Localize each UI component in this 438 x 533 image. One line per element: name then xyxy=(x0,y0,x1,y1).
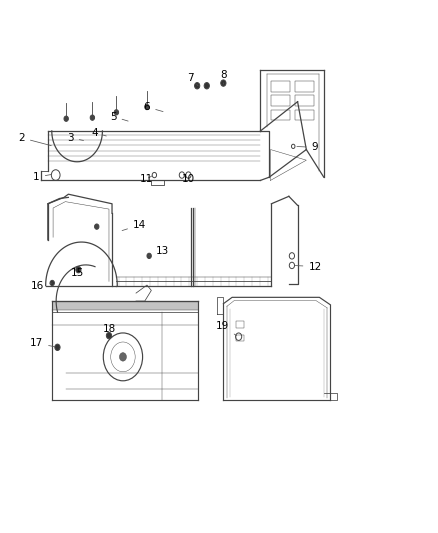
Circle shape xyxy=(147,253,151,259)
Circle shape xyxy=(194,83,200,89)
Bar xyxy=(52,301,198,310)
Text: 11: 11 xyxy=(139,174,153,184)
Circle shape xyxy=(204,83,209,89)
Circle shape xyxy=(50,280,54,286)
Bar xyxy=(294,110,314,120)
Circle shape xyxy=(120,353,127,361)
Bar xyxy=(236,321,244,328)
Bar xyxy=(271,110,290,120)
Circle shape xyxy=(95,224,99,229)
Text: 14: 14 xyxy=(122,220,146,231)
Text: 18: 18 xyxy=(102,324,116,334)
Text: 7: 7 xyxy=(187,73,198,86)
Text: 13: 13 xyxy=(149,246,169,256)
Circle shape xyxy=(55,344,60,351)
Bar xyxy=(271,81,290,92)
Text: 10: 10 xyxy=(182,174,195,184)
Circle shape xyxy=(106,333,112,339)
Text: 19: 19 xyxy=(216,321,237,336)
Text: 6: 6 xyxy=(144,102,163,112)
Text: 4: 4 xyxy=(91,127,106,138)
Bar xyxy=(294,95,314,106)
Circle shape xyxy=(64,116,68,122)
Text: 16: 16 xyxy=(31,281,52,290)
Text: 9: 9 xyxy=(297,142,318,152)
Text: 5: 5 xyxy=(110,111,128,122)
Text: 12: 12 xyxy=(295,262,321,271)
Bar xyxy=(236,335,244,341)
Circle shape xyxy=(221,80,226,86)
Circle shape xyxy=(145,104,149,110)
Circle shape xyxy=(76,266,81,273)
Text: 8: 8 xyxy=(220,70,227,84)
Text: 17: 17 xyxy=(30,338,55,348)
Bar xyxy=(294,81,314,92)
Text: 2: 2 xyxy=(18,133,51,146)
Bar xyxy=(271,95,290,106)
Text: 1: 1 xyxy=(33,172,51,182)
Circle shape xyxy=(114,110,119,115)
Text: 3: 3 xyxy=(67,133,84,143)
Circle shape xyxy=(90,115,95,120)
Text: 15: 15 xyxy=(71,269,84,278)
